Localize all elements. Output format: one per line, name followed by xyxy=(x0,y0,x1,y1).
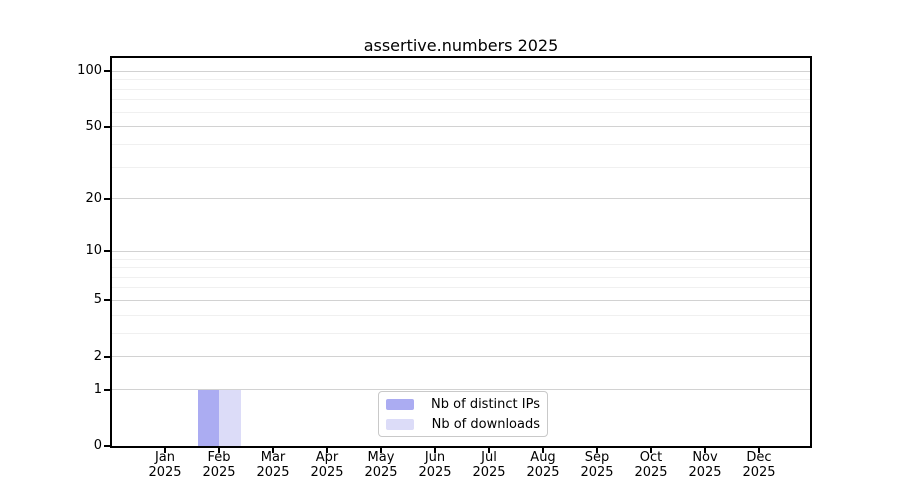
x-tick-year: 2025 xyxy=(742,465,776,480)
y-tick-label: 10 xyxy=(85,243,102,259)
gridline-minor xyxy=(112,267,810,269)
x-tick-year: 2025 xyxy=(418,465,452,480)
x-tick-year: 2025 xyxy=(580,465,614,480)
x-tick-year: 2025 xyxy=(202,465,236,480)
y-tick-label: 100 xyxy=(77,63,102,79)
gridline-major xyxy=(112,250,810,252)
gridline-minor xyxy=(112,99,810,101)
x-tick-month: May xyxy=(367,450,395,465)
bar-distinct-ips xyxy=(197,389,219,446)
x-tick-label: Oct 2025 xyxy=(621,450,681,480)
gridline-minor xyxy=(112,166,810,168)
x-tick-label: Nov 2025 xyxy=(675,450,735,480)
x-tick-month: Mar xyxy=(260,450,286,465)
x-tick-year: 2025 xyxy=(256,465,290,480)
x-tick-year: 2025 xyxy=(526,465,560,480)
legend-swatch xyxy=(386,398,414,410)
x-tick-label: Jun 2025 xyxy=(405,450,465,480)
x-tick-year: 2025 xyxy=(634,465,668,480)
x-tick-year: 2025 xyxy=(472,465,506,480)
x-tick-year: 2025 xyxy=(310,465,344,480)
gridline-minor xyxy=(112,111,810,113)
x-tick-month: Jul xyxy=(481,450,497,465)
y-tick-label: 0 xyxy=(93,438,102,453)
y-axis-tick xyxy=(104,355,110,358)
gridline-major xyxy=(112,356,810,358)
x-tick-year: 2025 xyxy=(364,465,398,480)
x-tick-label: Aug 2025 xyxy=(513,450,573,480)
x-axis-tick xyxy=(326,448,328,453)
x-axis-tick xyxy=(434,448,436,453)
x-tick-month: Apr xyxy=(315,450,339,465)
y-axis-tick xyxy=(104,197,110,200)
legend-item: Nb of distinct IPs xyxy=(386,396,540,412)
x-axis-tick xyxy=(704,448,706,453)
x-tick-label: Jul 2025 xyxy=(459,450,519,480)
gridline-minor xyxy=(112,88,810,90)
y-axis-tick xyxy=(104,445,110,447)
x-tick-month: Sep xyxy=(584,450,610,465)
y-tick-label: 1 xyxy=(93,381,102,397)
x-tick-label: Apr 2025 xyxy=(297,450,357,480)
x-tick-label: Dec 2025 xyxy=(729,450,789,480)
x-tick-month: Nov xyxy=(692,450,718,465)
gridline-major xyxy=(112,126,810,128)
gridline-minor xyxy=(112,287,810,289)
legend-label: Nb of distinct IPs xyxy=(431,396,540,412)
x-tick-label: Feb 2025 xyxy=(189,450,249,480)
legend-swatch xyxy=(386,418,414,430)
legend: Nb of distinct IPs Nb of downloads xyxy=(378,391,548,437)
x-tick-label: Mar 2025 xyxy=(243,450,303,480)
gridline-major xyxy=(112,389,810,391)
gridline-major xyxy=(112,70,810,72)
x-tick-month: Dec xyxy=(746,450,772,465)
x-axis-tick xyxy=(272,448,274,453)
y-axis-tick xyxy=(104,125,110,128)
gridline-minor xyxy=(112,276,810,278)
gridline-major xyxy=(112,299,810,301)
gridline-major xyxy=(112,198,810,200)
y-tick-label: 5 xyxy=(93,292,102,308)
y-axis-tick xyxy=(104,250,110,253)
gridline-minor xyxy=(112,332,810,334)
gridline-minor xyxy=(112,79,810,81)
gridline-minor xyxy=(112,258,810,260)
x-axis-tick xyxy=(488,448,490,453)
y-axis-tick xyxy=(104,388,110,391)
x-axis-tick xyxy=(380,448,382,453)
x-axis-tick xyxy=(542,448,544,453)
y-axis-tick xyxy=(104,299,110,302)
x-axis-tick xyxy=(596,448,598,453)
x-tick-month: Aug xyxy=(530,450,556,465)
legend-item: Nb of downloads xyxy=(386,416,540,432)
y-tick-label: 2 xyxy=(93,348,102,364)
y-tick-label: 20 xyxy=(85,190,102,206)
x-axis-tick xyxy=(218,448,220,453)
x-axis-tick xyxy=(650,448,652,453)
plot-area xyxy=(110,56,812,448)
x-tick-label: Jan 2025 xyxy=(135,450,195,480)
x-tick-year: 2025 xyxy=(148,465,182,480)
x-tick-year: 2025 xyxy=(688,465,722,480)
x-axis-tick xyxy=(758,448,760,453)
x-axis-tick xyxy=(164,448,166,453)
bar-downloads xyxy=(219,389,241,446)
x-tick-month: Jun xyxy=(424,450,446,465)
x-tick-label: May 2025 xyxy=(351,450,411,480)
y-axis-tick xyxy=(104,70,110,73)
x-tick-label: Sep 2025 xyxy=(567,450,627,480)
y-tick-label: 50 xyxy=(85,118,102,134)
x-tick-month: Feb xyxy=(207,450,231,465)
x-tick-month: Oct xyxy=(639,450,663,465)
gridline-minor xyxy=(112,314,810,316)
legend-label: Nb of downloads xyxy=(431,416,540,432)
x-tick-month: Jan xyxy=(154,450,176,465)
gridline-minor xyxy=(112,143,810,145)
chart-title: assertive.numbers 2025 xyxy=(363,36,559,55)
